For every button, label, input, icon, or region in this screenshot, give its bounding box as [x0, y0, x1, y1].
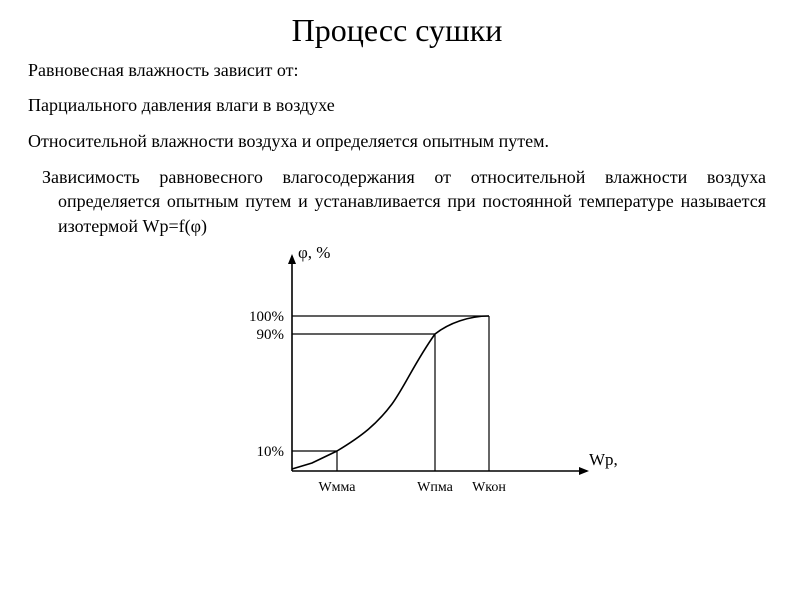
- chart-container: 100% 90% 10% Wмма Wпма Wкон φ, % Wp, %: [28, 236, 766, 516]
- curve: [292, 316, 489, 469]
- xtick-2: Wкон: [472, 480, 506, 495]
- paragraph-2: Парциального давления влаги в воздухе: [28, 94, 766, 117]
- isotherm-chart: 100% 90% 10% Wмма Wпма Wкон φ, % Wp, %: [177, 236, 617, 516]
- ytick-0: 100%: [249, 309, 284, 325]
- x-axis-arrow: [579, 467, 589, 475]
- xtick-1: Wпма: [417, 480, 453, 495]
- paragraph-1: Равновесная влажность зависит от:: [28, 59, 766, 82]
- ytick-1: 90%: [257, 327, 285, 343]
- y-axis-arrow: [288, 254, 296, 264]
- ytick-2: 10%: [257, 444, 285, 460]
- xtick-0: Wмма: [318, 480, 356, 495]
- paragraph-3: Относительной влажности воздуха и опреде…: [28, 130, 766, 153]
- y-axis-label: φ, %: [298, 243, 330, 262]
- x-axis-label: Wp, %: [589, 450, 617, 469]
- paragraph-4: Зависимость равновесного влагосодержания…: [28, 165, 766, 238]
- page-title: Процесс сушки: [28, 12, 766, 49]
